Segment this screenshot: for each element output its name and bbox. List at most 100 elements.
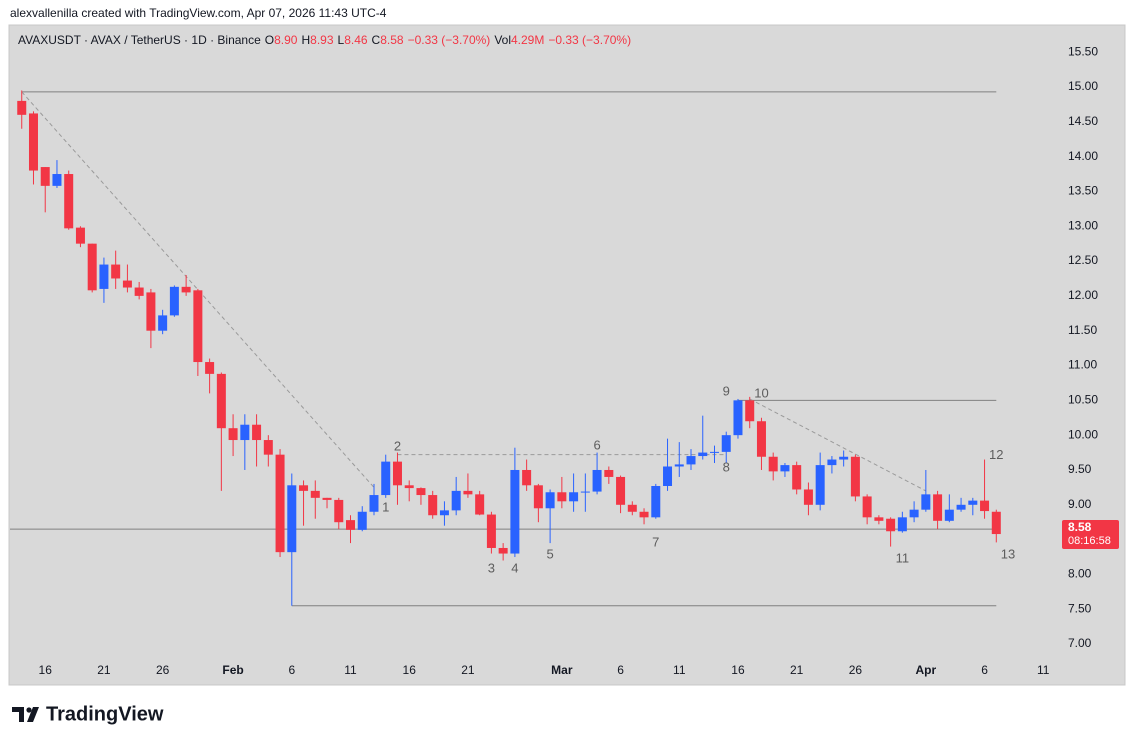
candle-body bbox=[439, 510, 449, 516]
logo-part bbox=[12, 707, 24, 712]
candle-body bbox=[604, 469, 614, 477]
candle-body bbox=[275, 454, 285, 553]
candle-body bbox=[874, 517, 884, 521]
candle-body bbox=[991, 511, 1001, 535]
x-tick-label: 11 bbox=[673, 663, 686, 677]
wave-label: 11 bbox=[896, 551, 910, 566]
y-tick-label: 9.00 bbox=[1068, 497, 1092, 511]
candle-body bbox=[792, 465, 802, 490]
candle-body bbox=[181, 286, 191, 293]
candle-body bbox=[651, 485, 661, 518]
wave-label: 13 bbox=[1001, 546, 1015, 561]
x-tick-label: 21 bbox=[790, 663, 804, 677]
chart-background bbox=[8, 24, 1126, 686]
x-tick-label: 16 bbox=[731, 663, 745, 677]
legend-key: L bbox=[338, 33, 345, 47]
candle-body bbox=[756, 421, 766, 457]
y-tick-label: 14.00 bbox=[1068, 149, 1098, 163]
candle-body bbox=[921, 494, 931, 510]
dashed-drawing bbox=[749, 398, 927, 492]
candle-body bbox=[510, 469, 520, 554]
last-price: 8.58 bbox=[1068, 520, 1092, 534]
candle-body bbox=[522, 469, 532, 486]
candle-body bbox=[416, 488, 426, 496]
dashed-drawing bbox=[21, 91, 375, 488]
y-tick-label: 8.00 bbox=[1068, 567, 1092, 581]
candle-body bbox=[933, 494, 943, 521]
wave-label: 4 bbox=[511, 560, 518, 575]
y-tick-label: 13.00 bbox=[1068, 218, 1098, 232]
candle-body bbox=[357, 511, 367, 530]
y-tick-label: 7.50 bbox=[1068, 601, 1092, 615]
candle-body bbox=[404, 485, 414, 489]
candle-body bbox=[17, 100, 27, 115]
candle-body bbox=[158, 315, 168, 331]
x-tick-label: 11 bbox=[344, 663, 357, 677]
candle-body bbox=[334, 499, 344, 523]
candle-body bbox=[310, 490, 320, 498]
candle-body bbox=[627, 504, 637, 512]
candle-body bbox=[815, 465, 825, 505]
candle-body bbox=[980, 500, 990, 512]
x-tick-label: Apr bbox=[916, 663, 937, 677]
candle-body bbox=[287, 485, 297, 553]
x-tick-label: 26 bbox=[156, 663, 170, 677]
legend-key: H bbox=[301, 33, 310, 47]
attribution: alexvallenilla created with TradingView.… bbox=[10, 6, 387, 20]
x-tick-label: 16 bbox=[39, 663, 53, 677]
candle-body bbox=[122, 280, 132, 288]
candle-body bbox=[205, 362, 215, 374]
candle-body bbox=[252, 424, 262, 441]
candle-body bbox=[674, 464, 684, 467]
candle-body bbox=[228, 428, 238, 441]
candle-body bbox=[475, 494, 485, 515]
x-tick-label: 26 bbox=[849, 663, 863, 677]
candle-body bbox=[498, 547, 508, 554]
candle-body bbox=[886, 518, 896, 532]
logo-part bbox=[27, 707, 39, 722]
candle-body bbox=[64, 174, 74, 229]
candle-body bbox=[698, 452, 708, 457]
candle-body bbox=[428, 495, 438, 516]
candle-body bbox=[322, 497, 332, 500]
candle-body bbox=[52, 174, 62, 186]
y-tick-label: 11.50 bbox=[1068, 323, 1097, 337]
candle-body bbox=[709, 451, 719, 453]
wave-label: 1 bbox=[382, 500, 389, 515]
candle-body bbox=[299, 485, 309, 491]
candle-body bbox=[486, 514, 496, 548]
y-tick-label: 10.50 bbox=[1068, 393, 1098, 407]
legend-value: 8.46 bbox=[344, 33, 368, 47]
wave-label: 7 bbox=[652, 535, 659, 550]
x-tick-label: 16 bbox=[403, 663, 417, 677]
candle-body bbox=[451, 490, 461, 511]
y-tick-label: 13.50 bbox=[1068, 184, 1098, 198]
candle-body bbox=[193, 290, 203, 363]
wave-label: 3 bbox=[488, 560, 495, 575]
candle-body bbox=[557, 492, 567, 502]
legend-key: C bbox=[372, 33, 381, 47]
x-tick-label: 6 bbox=[617, 663, 624, 677]
candle-body bbox=[721, 435, 731, 452]
candle-body bbox=[216, 373, 226, 429]
legend-value: 8.90 bbox=[274, 33, 298, 47]
x-tick-label: 6 bbox=[981, 663, 988, 677]
x-tick-label: 21 bbox=[97, 663, 111, 677]
candle-body bbox=[569, 492, 579, 502]
y-tick-label: 7.00 bbox=[1068, 636, 1092, 650]
candle-body bbox=[463, 490, 473, 495]
candle-body bbox=[616, 476, 626, 505]
candle-body bbox=[745, 400, 755, 422]
y-tick-label: 15.00 bbox=[1068, 79, 1098, 93]
logo-part bbox=[26, 707, 32, 713]
countdown: 08:16:58 bbox=[1068, 535, 1111, 547]
candle-body bbox=[533, 485, 543, 509]
candle-body bbox=[545, 492, 555, 509]
candle-body bbox=[75, 227, 85, 244]
candle-body bbox=[968, 500, 978, 505]
y-tick-label: 12.00 bbox=[1068, 288, 1098, 302]
candle-body bbox=[146, 292, 156, 331]
candle-body bbox=[28, 113, 38, 171]
brand: TradingView bbox=[46, 703, 164, 725]
